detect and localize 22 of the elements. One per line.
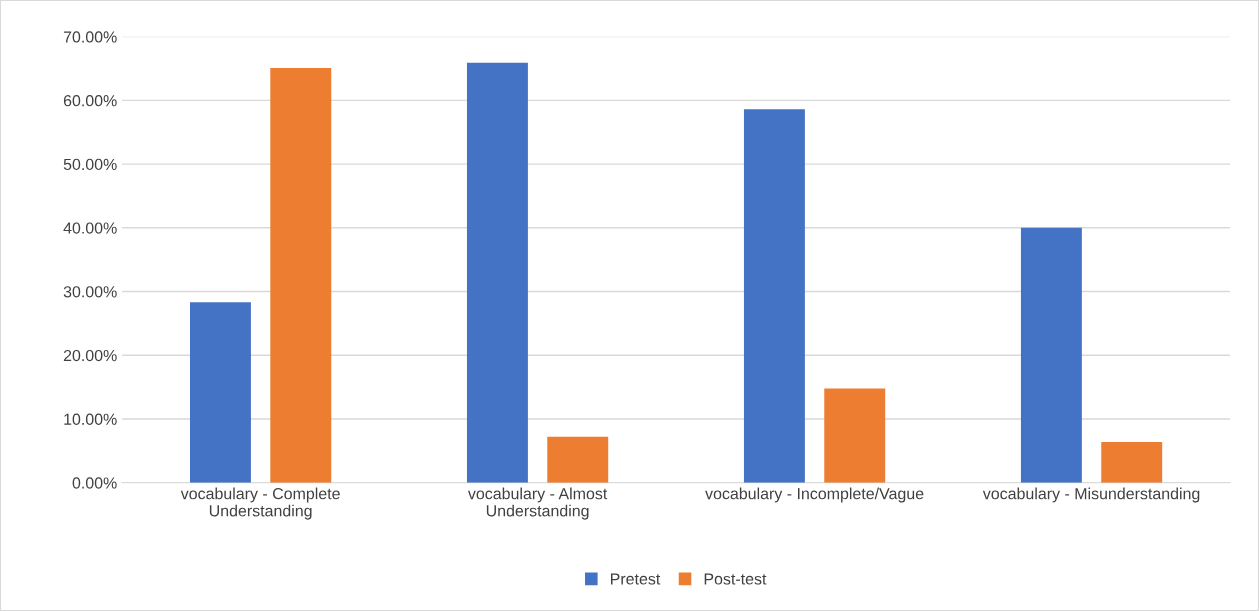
bar <box>743 109 805 483</box>
bar <box>466 62 528 483</box>
x-tick-label: vocabulary - Misunderstanding <box>982 487 1200 503</box>
x-tick-label: vocabulary - Complete Understanding <box>180 487 340 520</box>
y-tick-label: 10.00% <box>64 413 117 425</box>
bar <box>1020 227 1082 483</box>
bar <box>547 436 609 483</box>
y-tick-label: 0.00% <box>72 477 117 489</box>
bar <box>824 388 886 483</box>
y-tick-label: 60.00% <box>63 95 117 107</box>
legend-label: Post-test <box>704 573 767 585</box>
legend-label: Pretest <box>611 573 661 585</box>
bar <box>270 67 332 483</box>
bar <box>189 302 251 483</box>
x-tick-label: vocabulary - Almost Understanding <box>467 487 608 520</box>
x-tick-label: vocabulary - Incomplete/Vague <box>705 487 924 503</box>
y-tick-label: 50.00% <box>63 158 117 171</box>
y-tick-label: 70.00% <box>63 31 117 43</box>
y-tick-label: 40.00% <box>63 222 117 234</box>
y-tick-label: 20.00% <box>63 349 117 362</box>
bar <box>1101 441 1163 483</box>
y-tick-label: 30.00% <box>63 286 117 298</box>
